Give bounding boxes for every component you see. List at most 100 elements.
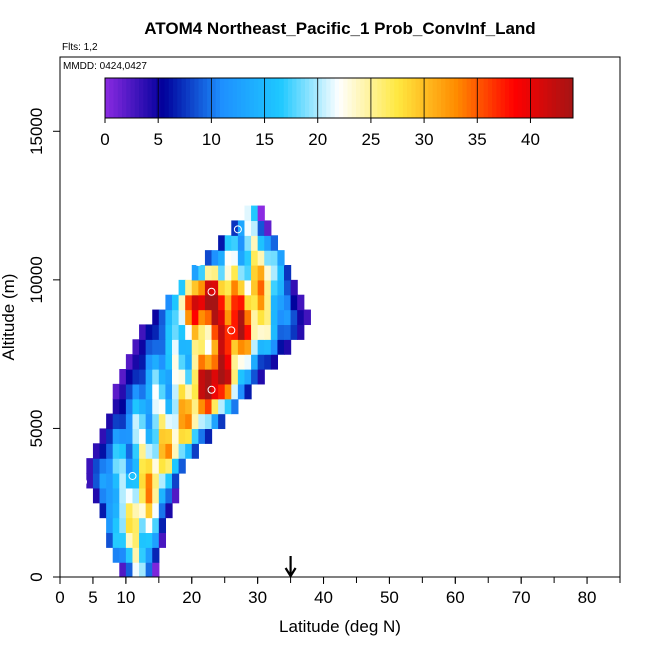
heatmap-cell (119, 562, 127, 577)
heatmap-cell (224, 369, 232, 385)
heatmap-cell (125, 443, 134, 459)
heatmap-cell (198, 354, 206, 370)
colorbar-segment (394, 78, 400, 118)
heatmap-cell (191, 324, 199, 340)
x-tick-label: 50 (380, 588, 399, 607)
heatmap-cell (112, 547, 120, 563)
colorbar-segment (402, 78, 408, 118)
heatmap-cell (251, 220, 259, 236)
heatmap-cell (198, 294, 206, 311)
colorbar-segment (202, 78, 208, 118)
heatmap-cell (231, 354, 239, 370)
colorbar: 0 5 10 15 20 25 30 35 40 (100, 77, 574, 149)
colorbar-segment (211, 78, 217, 118)
colorbar-segment (207, 78, 212, 118)
x-tick-label: 10 (116, 588, 135, 607)
heatmap-cell (119, 443, 127, 459)
colorbar-segment (466, 78, 472, 118)
heatmap-cell (204, 265, 213, 281)
heatmap-cell (191, 279, 199, 296)
colorbar-tick-label: 30 (415, 130, 434, 149)
colorbar-segment (117, 78, 123, 118)
heatmap-cell (119, 369, 127, 385)
heatmap-cell (112, 517, 120, 534)
heatmap-cell (251, 309, 259, 326)
heatmap-cell (145, 398, 153, 415)
heatmap-cell (244, 369, 252, 385)
heatmap-cell (244, 294, 252, 311)
colorbar-segment (185, 78, 191, 118)
heatmap-cell (244, 354, 252, 370)
x-tick-label: 5 (88, 588, 97, 607)
colorbar-segment (143, 78, 149, 118)
heatmap-cell (284, 265, 292, 281)
heatmap-cell (165, 309, 173, 326)
heatmap-cell (125, 517, 134, 534)
colorbar-segment (249, 78, 255, 118)
heatmap-cell (218, 398, 226, 415)
heatmap-cell (139, 428, 147, 444)
heatmap-cell (257, 369, 265, 385)
colorbar-segment (253, 78, 259, 118)
heatmap-cell (158, 339, 167, 355)
heatmap-cell (152, 428, 160, 444)
heatmap-cell (284, 279, 292, 296)
heatmap-cell (119, 473, 127, 489)
heatmap-cell (139, 383, 147, 400)
heatmap-cell (125, 428, 134, 444)
heatmap-cell (132, 487, 140, 504)
colorbar-segment (568, 78, 574, 118)
heatmap-cell (158, 383, 167, 400)
heatmap-cell (218, 383, 226, 400)
heatmap-cell (132, 354, 140, 370)
heatmap-cell (198, 265, 206, 281)
heatmap-cell (244, 235, 252, 251)
heatmap-cell (264, 294, 272, 311)
heatmap-cell (139, 547, 147, 563)
circle-marker (207, 385, 216, 394)
heatmap-cell (185, 294, 193, 311)
heatmap-cell (204, 398, 213, 415)
heatmap-cell (284, 294, 292, 311)
colorbar-segment (139, 78, 144, 118)
heatmap-cell (264, 324, 272, 340)
heatmap-cell (152, 532, 160, 548)
heatmap-cell (211, 339, 219, 355)
heatmap-cell (264, 265, 272, 281)
heatmap-cell (185, 309, 193, 326)
colorbar-segment (441, 78, 446, 118)
heatmap-cell (231, 265, 239, 281)
heatmap-cell (224, 354, 232, 370)
heatmap-cell (125, 398, 134, 415)
heatmap-cell (237, 279, 246, 296)
heatmap-cell (165, 294, 173, 311)
heatmap-cell (198, 413, 206, 430)
colorbar-segment (449, 78, 455, 118)
heatmap-cell (191, 398, 199, 415)
heatmap-cell (251, 294, 259, 311)
heatmap-cell (178, 279, 186, 296)
heatmap-cell (139, 502, 147, 519)
heatmap-cell (237, 265, 246, 281)
heatmap-cell (152, 383, 160, 400)
colorbar-segment (381, 78, 387, 118)
heatmap-cell (125, 458, 134, 474)
heatmap-cell (244, 279, 252, 296)
heatmap-cell (158, 532, 167, 548)
heatmap-cell (270, 265, 279, 281)
heatmap-cell (152, 354, 160, 370)
heatmap-cell (178, 339, 186, 355)
heatmap-cell (270, 235, 279, 251)
colorbar-segment (122, 78, 127, 118)
heatmap-cell (152, 413, 160, 430)
colorbar-segment (445, 78, 451, 118)
circle-marker (194, 258, 203, 267)
x-tick-label: 0 (55, 588, 64, 607)
colorbar-segment (326, 78, 331, 118)
heatmap-cell (178, 324, 186, 340)
heatmap-cell (125, 487, 134, 504)
heatmap-cell (257, 220, 265, 236)
heatmap-cell (165, 339, 173, 355)
heatmap-cell (158, 354, 167, 370)
heatmap-cell (211, 294, 219, 311)
